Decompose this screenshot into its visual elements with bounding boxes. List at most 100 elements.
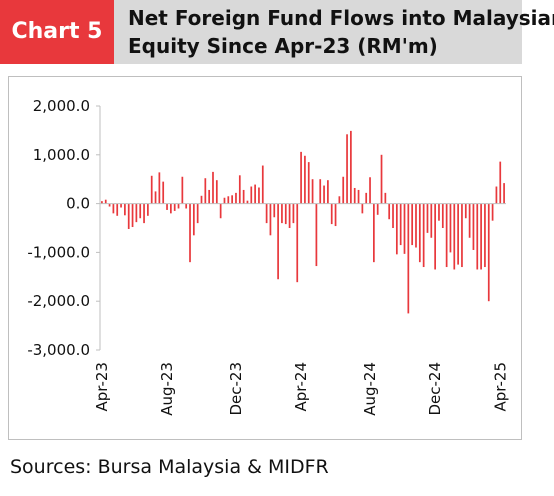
- bar: [441, 203, 444, 228]
- bar: [200, 195, 203, 204]
- bar: [430, 203, 433, 238]
- bar: [300, 151, 302, 204]
- bar: [461, 203, 463, 268]
- bar: [468, 203, 471, 238]
- bar: [449, 203, 452, 253]
- bar: [476, 203, 479, 270]
- bar: [407, 203, 410, 314]
- bar: [250, 186, 253, 204]
- bar: [189, 203, 191, 263]
- bar: [472, 203, 475, 250]
- bar: [495, 186, 498, 204]
- bar: [296, 203, 299, 283]
- bar: [227, 196, 230, 204]
- bar: [281, 203, 283, 224]
- x-tick-label: Apr-25: [491, 362, 509, 412]
- x-tick-label: Dec-24: [426, 362, 444, 416]
- bar: [357, 189, 360, 204]
- x-tick-label: Aug-24: [361, 362, 379, 416]
- bar: [415, 203, 417, 248]
- bar: [323, 185, 325, 204]
- bar: [491, 203, 494, 221]
- bar: [185, 203, 188, 209]
- chart-frame: [8, 76, 522, 440]
- source-note: Sources: Bursa Malaysia & MIDFR: [10, 456, 329, 478]
- bar: [422, 203, 425, 268]
- bar: [426, 203, 429, 233]
- bar: [273, 203, 276, 218]
- chart-number-tag: Chart 5: [0, 0, 114, 64]
- bar: [388, 203, 391, 220]
- bar: [395, 203, 398, 255]
- bar: [334, 203, 337, 227]
- bar: [223, 197, 226, 204]
- bar: [147, 203, 149, 216]
- bar: [265, 203, 268, 224]
- bar: [487, 203, 490, 302]
- bar: [254, 184, 256, 204]
- bar: [392, 203, 394, 228]
- bar: [307, 162, 310, 204]
- bar: [330, 203, 333, 225]
- bar: [327, 180, 329, 204]
- bar: [139, 203, 142, 219]
- bar: [112, 203, 115, 214]
- bar: [101, 201, 103, 204]
- bar: [311, 179, 314, 204]
- bar: [346, 134, 348, 204]
- x-tick-label: Aug-23: [158, 362, 176, 416]
- bar: [173, 203, 176, 211]
- bar: [503, 183, 505, 204]
- chart-title-line-1: Net Foreign Fund Flows into Malaysian: [128, 6, 554, 30]
- bar: [445, 203, 448, 268]
- bar: [453, 203, 456, 270]
- bar: [170, 203, 172, 214]
- bar: [338, 196, 341, 204]
- bar: [361, 203, 364, 214]
- bar: [353, 187, 356, 204]
- bar: [434, 203, 436, 270]
- x-tick-label: Dec-23: [227, 362, 245, 416]
- bar: [242, 189, 245, 204]
- bar: [457, 203, 459, 265]
- chart-header: Chart 5 Net Foreign Fund Flows into Mala…: [0, 0, 554, 64]
- bar: [150, 175, 153, 204]
- bar: [365, 192, 368, 204]
- bar: [181, 176, 184, 204]
- x-tick-label: Apr-24: [292, 362, 310, 412]
- bar: [124, 203, 126, 216]
- bar: [235, 192, 237, 204]
- bar: [208, 189, 211, 204]
- bar: [120, 203, 122, 208]
- bar: [246, 200, 249, 204]
- chart-title: Net Foreign Fund Flows into Malaysian Eq…: [128, 4, 554, 60]
- bar: [350, 130, 352, 204]
- bar: [288, 203, 291, 228]
- bar: [116, 203, 119, 216]
- y-tick-label: 0.0: [66, 195, 90, 213]
- bar: [319, 179, 322, 204]
- bar: [315, 203, 318, 267]
- bar: [238, 175, 241, 204]
- bar: [269, 203, 272, 236]
- bar: [158, 172, 161, 204]
- bar: [464, 203, 467, 219]
- bar: [261, 165, 264, 204]
- bar: [177, 203, 180, 209]
- y-tick-label: 2,000.0: [33, 97, 90, 115]
- bar: [108, 203, 111, 207]
- x-tick-label: Apr-23: [93, 362, 111, 412]
- bar: [131, 203, 134, 228]
- y-tick-label: -2,000.0: [27, 292, 90, 310]
- bar: [499, 161, 502, 204]
- bar: [212, 171, 214, 204]
- bar: [480, 203, 482, 270]
- bar: [373, 203, 375, 263]
- bar: [154, 191, 157, 204]
- bar: [292, 203, 295, 224]
- bar: [484, 203, 486, 268]
- bar: [304, 155, 306, 204]
- bar: [411, 203, 414, 246]
- bar: [342, 176, 345, 204]
